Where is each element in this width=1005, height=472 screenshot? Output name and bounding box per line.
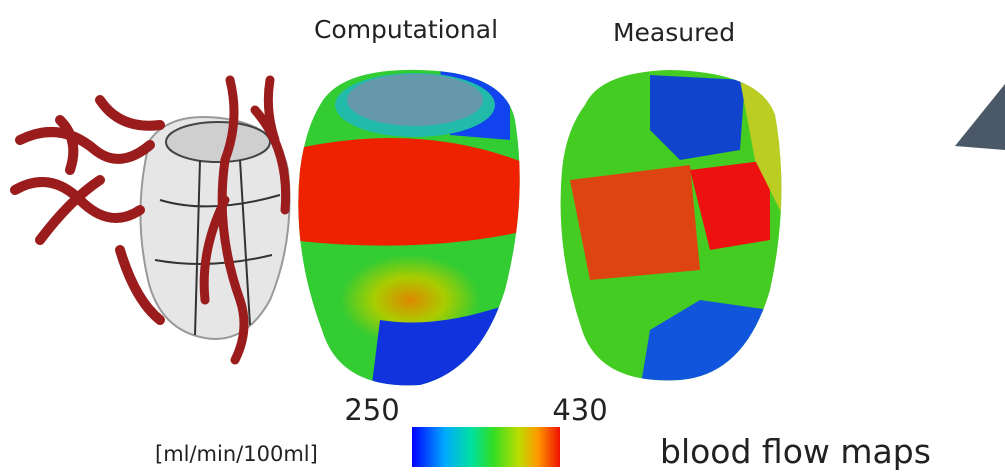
figure: Computational Measured 250 430 [ml/min/1… [0, 0, 1005, 472]
decor-triangle [955, 84, 1005, 150]
heart-measured [555, 60, 795, 400]
colorbar-unit: [ml/min/100ml] [155, 442, 318, 466]
slide: Computational Measured 250 430 [ml/min/1… [0, 0, 1005, 472]
colorbar-max: 430 [552, 393, 607, 427]
caption: blood flow maps [660, 432, 931, 471]
computational-label: Computational [314, 15, 498, 44]
heart-anatomy [15, 80, 290, 360]
colorbar-min: 250 [344, 393, 399, 427]
heart-computational [290, 60, 530, 400]
measured-label: Measured [613, 18, 735, 47]
colorbar [412, 427, 560, 467]
